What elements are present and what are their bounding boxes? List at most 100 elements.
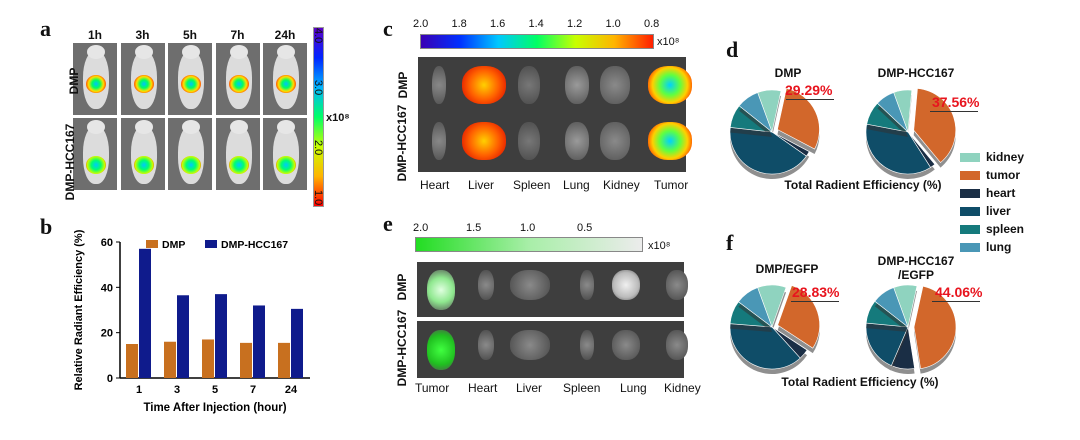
panel-a-colorbar: [313, 27, 324, 207]
colorbar-a-tick-4: 4.0: [312, 28, 324, 44]
mouse-head: [277, 45, 295, 59]
mouse-head: [134, 45, 153, 59]
signal-blob: [133, 156, 154, 174]
legend-label-tumor: tumor: [986, 168, 1020, 182]
signal-blob: [133, 75, 154, 93]
signal-blob: [181, 75, 201, 93]
panel-d-label: d: [726, 37, 739, 62]
pie-d2-leader: [930, 111, 978, 112]
bar-b-dmp-hcc167-1: [139, 248, 151, 378]
bar-b-xtick-1: 1: [136, 384, 142, 396]
mouse-image-5h-row1: [168, 43, 212, 115]
panel-e-organ-tumor-row1: [427, 270, 455, 310]
panel-c-scale-tick-0: 2.0: [413, 18, 429, 30]
legend-item-liver: liver: [960, 204, 1011, 218]
mouse-image-7h-row1: [215, 43, 260, 115]
mouse-image-3h-row1: [120, 43, 165, 115]
mouse-image-5h-row2: [168, 118, 212, 190]
bar-chart-b: 0 20 40 60 1 3 5 7 24 Time After Injection (hour)…: [73, 229, 310, 414]
mouse-head: [182, 45, 200, 59]
panel-c-organ-tumor-row2: [648, 122, 692, 160]
mouse-image-1h-row2: [73, 118, 117, 190]
legend-swatch-tumor: [960, 171, 980, 181]
panel-e-scale-tick-2: 1.0: [520, 222, 536, 234]
pie-d2-tumor-pct: 37.56%: [932, 94, 980, 110]
panel-e-label-tumor: Tumor: [415, 381, 450, 395]
bar-b-legend-swatch-1: [205, 240, 217, 248]
panel-e-organ-image-hcc: [417, 321, 684, 378]
panel-e-organ-liver-row2: [510, 330, 550, 360]
panel-c-organ-tumor-row1: [648, 66, 692, 104]
pie-f1-title: DMP/EGFP: [755, 262, 819, 276]
panel-b-label: b: [40, 214, 53, 239]
mouse-image-24h-row2: [263, 118, 307, 190]
bar-b-xlabel: Time After Injection (hour): [143, 402, 286, 414]
bar-b-dmp-hcc167-7: [253, 305, 265, 378]
panel-e-row-hcc: DMP-HCC167: [395, 309, 409, 387]
panel-a-time-7h: 7h: [230, 28, 245, 42]
pie-d2-slice-lung: [876, 92, 909, 133]
panel-c-organ-lung-row2: [565, 122, 589, 160]
mouse-body: [225, 126, 252, 184]
signal-blob: [86, 156, 106, 174]
panel-e-label-heart: Heart: [468, 381, 498, 395]
panel-e-scale-tick-0: 2.0: [413, 222, 429, 234]
signal-blob: [228, 156, 249, 174]
panel-c-organ-kidney-row2: [600, 122, 630, 160]
panel-c-organ-liver-row2: [462, 122, 506, 160]
bar-b-dmp-5: [202, 339, 214, 378]
mouse-head: [87, 120, 105, 134]
signal-blob: [181, 156, 201, 174]
pie-f2-title: DMP-HCC167 /EGFP: [877, 254, 955, 282]
legend-label-liver: liver: [986, 204, 1011, 218]
pie-f1-slice-liver: [729, 323, 801, 370]
panel-e-colorbar: [415, 237, 643, 252]
panel-e-organ-spleen-row1: [580, 270, 594, 300]
panel-e-organ-kidney-row1: [666, 270, 688, 300]
mouse-head: [87, 45, 105, 59]
bar-b-ytick-label-60: 60: [101, 237, 113, 249]
panel-c-scale-tick-4: 1.2: [567, 18, 583, 30]
panel-a-label: a: [40, 16, 51, 41]
panel-c-organ-spleen-row2: [518, 122, 540, 160]
pie-f2-leader: [932, 301, 980, 302]
panel-c-label: c: [383, 16, 393, 41]
panel-e-organ-lung-row1: [612, 270, 640, 300]
bar-b-xtick-5: 5: [212, 384, 218, 396]
panel-c-scale-tick-2: 1.6: [490, 18, 506, 30]
legend-item-heart: heart: [960, 186, 1015, 200]
panel-c-organ-lung-row1: [565, 66, 589, 104]
mouse-image-1h-row1: [73, 43, 117, 115]
pie-d1-tumor-pct: 29.29%: [785, 82, 833, 98]
pie-chart-f2: [865, 284, 957, 374]
legend-item-lung: lung: [960, 240, 1011, 254]
panel-e-organ-kidney-row2: [666, 330, 688, 360]
colorbar-a-tick-2: 2.0: [312, 140, 324, 156]
pie-d2-slice-liver: [865, 123, 931, 175]
pie-f2-slice-liver: [865, 322, 909, 366]
panel-a-time-24h: 24h: [274, 28, 296, 42]
bar-b-dmp-1: [126, 344, 138, 378]
legend-swatch-heart: [960, 189, 980, 199]
colorbar-a-tick-3: 3.0: [312, 80, 324, 96]
panel-e-organ-lung-row2: [612, 330, 640, 360]
colorbar-a-tick-1: 1.0: [312, 190, 324, 206]
pie-d1-slice-lung: [738, 92, 773, 133]
bar-b-legend-label-1: DMP-HCC167: [221, 239, 288, 251]
mouse-image-24h-row1: [263, 43, 307, 115]
legend-label-spleen: spleen: [986, 222, 1025, 236]
panel-c-organ-kidney-row1: [600, 66, 630, 104]
mouse-head: [182, 120, 200, 134]
pie-chart-f1: [729, 284, 820, 374]
pie-f2-tumor-pct: 44.06%: [935, 284, 983, 300]
pie-chart-d1: [729, 88, 820, 179]
signal-blob: [86, 75, 106, 93]
panel-c-row-hcc: DMP-HCC167: [395, 104, 409, 182]
mouse-body: [130, 126, 157, 184]
legend-label-kidney: kidney: [986, 150, 1025, 164]
mouse-head: [277, 120, 295, 134]
panel-c-label-lung: Lung: [563, 178, 590, 192]
pie-f1-tumor-pct: 28.83%: [792, 284, 840, 300]
legend-item-spleen: spleen: [960, 222, 1024, 236]
panel-c-organ-spleen-row1: [518, 66, 540, 104]
